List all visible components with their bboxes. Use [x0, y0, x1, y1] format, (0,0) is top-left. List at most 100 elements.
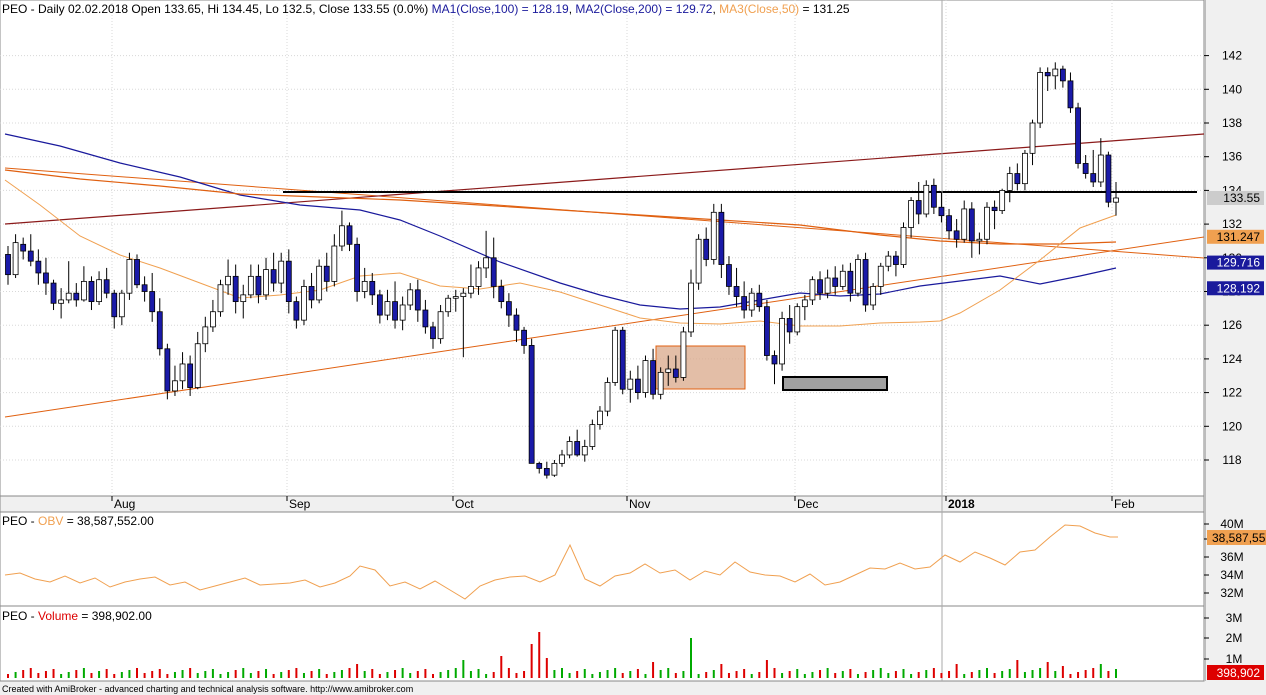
up-candle	[999, 189, 1006, 212]
ma100-line	[4, 133, 1117, 310]
candlestick-series[interactable]	[5, 62, 1119, 479]
down-candle	[991, 206, 998, 212]
obv-line	[4, 524, 1118, 600]
down-candle	[915, 200, 922, 215]
down-candle	[1075, 107, 1081, 164]
date-tick-label: 2018	[948, 497, 975, 511]
down-candle	[817, 279, 823, 294]
up-candle	[612, 329, 619, 383]
up-candle	[559, 454, 565, 464]
indicator-overlays	[4, 0, 1205, 681]
up-candle	[1037, 72, 1044, 124]
consolidation-box[interactable]	[655, 345, 746, 390]
up-candle	[984, 206, 990, 240]
value-tag	[1207, 255, 1264, 270]
up-candle	[58, 299, 65, 304]
obv-tick-label: 32M	[1220, 586, 1243, 600]
obv-header: PEO - OBV = 38,587,552.00	[2, 514, 154, 529]
date-tick-label: Oct	[455, 497, 474, 511]
price-tick-label: 142	[1222, 49, 1242, 63]
up-candle	[1113, 197, 1119, 203]
up-candle	[361, 280, 368, 292]
obv-header-prefix: PEO -	[2, 514, 39, 528]
down-candle	[149, 291, 156, 313]
obv-panel[interactable]	[0, 511, 1205, 607]
down-candle	[285, 260, 292, 303]
down-candle	[521, 329, 527, 346]
up-candle	[483, 257, 490, 269]
up-candle	[316, 265, 323, 301]
rising-trendline[interactable]	[4, 236, 1205, 418]
down-candle	[930, 184, 937, 208]
value-tag	[1207, 229, 1264, 244]
date-tick-label: Aug	[114, 497, 135, 511]
down-candle	[490, 257, 497, 287]
up-candle	[855, 259, 861, 294]
down-candle	[718, 211, 725, 265]
down-candle	[536, 462, 543, 469]
resistance-trendline[interactable]	[4, 133, 1205, 225]
ma50-line	[4, 179, 1117, 327]
down-candle	[1044, 72, 1051, 77]
down-candle	[893, 255, 899, 265]
up-candle	[460, 292, 467, 297]
down-candle	[528, 345, 535, 464]
up-candle	[688, 282, 694, 333]
date-tick-label: Sep	[289, 497, 311, 511]
support-box[interactable]	[782, 376, 888, 391]
price-scale[interactable]	[1204, 0, 1266, 681]
down-candle	[164, 348, 171, 392]
ma1-legend[interactable]: MA1(Close,100) = 128.19	[431, 2, 569, 16]
down-candle	[27, 250, 34, 262]
volume-legend[interactable]: Volume	[38, 609, 79, 623]
down-candle	[1105, 154, 1112, 203]
up-candle	[870, 286, 877, 306]
ma2-legend[interactable]: MA2(Close,200) = 129.72	[575, 2, 713, 16]
volume-tick-label: 3M	[1226, 611, 1243, 625]
up-candle	[384, 301, 391, 316]
up-candle	[680, 331, 687, 378]
down-candle	[634, 378, 641, 393]
price-tick-label: 138	[1222, 116, 1242, 130]
price-tick-label: 124	[1222, 352, 1242, 366]
date-axis-strip	[0, 495, 1205, 513]
up-candle	[126, 259, 133, 294]
up-candle	[597, 410, 603, 426]
price-header-prefix: PEO - Daily 02.02.2018 Open 133.65, Hi 1…	[2, 2, 432, 16]
obv-tick-label: 36M	[1220, 550, 1243, 564]
volume-panel[interactable]	[0, 605, 1205, 682]
value-tag-label: 133.55	[1223, 191, 1260, 205]
up-candle	[240, 294, 247, 303]
down-candle	[50, 282, 57, 304]
ma3-value: = 131.25	[799, 2, 850, 16]
price-tick-label: 122	[1222, 386, 1242, 400]
down-candle	[756, 292, 763, 308]
up-candle	[475, 267, 482, 287]
up-candle	[710, 211, 717, 260]
down-candle	[103, 279, 110, 294]
ma3-legend[interactable]: MA3(Close,50)	[719, 2, 800, 16]
down-candle	[862, 259, 869, 306]
up-candle	[80, 280, 87, 301]
down-candle	[786, 318, 793, 333]
up-candle	[437, 311, 444, 340]
down-candle	[764, 306, 770, 356]
obv-tick-label: 40M	[1220, 517, 1243, 531]
up-candle	[118, 292, 125, 318]
up-candle	[885, 255, 892, 267]
down-candle	[346, 225, 353, 245]
up-candle	[839, 270, 846, 287]
down-candle	[232, 275, 239, 303]
down-candle	[141, 284, 148, 292]
obv-value: = 38,587,552.00	[63, 514, 154, 528]
down-candle	[111, 292, 118, 318]
down-candle	[35, 260, 42, 274]
obv-legend[interactable]: OBV	[38, 514, 64, 528]
volume-tick-label: 2M	[1226, 631, 1243, 645]
up-candle	[399, 304, 406, 321]
volume-value-tag	[1207, 665, 1264, 680]
down-candle	[968, 208, 975, 242]
up-candle	[566, 441, 573, 456]
volume-header-prefix: PEO -	[2, 609, 39, 623]
